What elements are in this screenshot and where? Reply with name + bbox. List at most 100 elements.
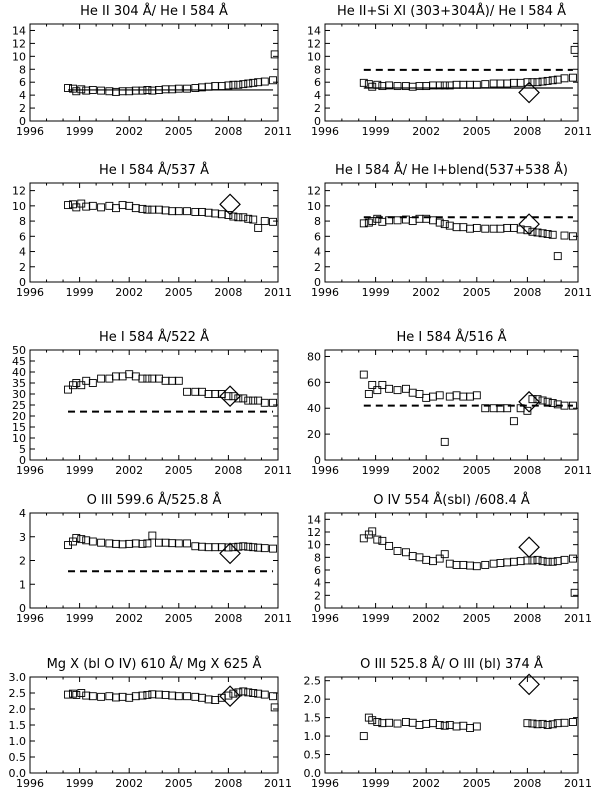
data-point	[393, 216, 402, 225]
y-tick-label: 2.5	[9, 687, 27, 700]
y-tick-label: 0	[19, 602, 26, 615]
data-point	[415, 390, 424, 398]
data-point	[452, 722, 461, 731]
data-point	[269, 217, 277, 226]
x-tick-label: 2002	[115, 286, 143, 299]
data-point	[481, 224, 490, 233]
y-tick-label: 4	[19, 507, 26, 520]
data-point	[229, 392, 238, 401]
diamond-marker	[518, 673, 540, 696]
data-point	[148, 205, 157, 214]
data-point	[138, 691, 147, 700]
y-tick-label: 6	[314, 230, 321, 243]
data-point	[415, 721, 424, 729]
y-tick-label: 3	[19, 531, 26, 544]
data-point	[97, 86, 106, 95]
x-tick-label: 2008	[513, 464, 541, 477]
data-point	[533, 78, 542, 87]
data-point	[378, 380, 387, 389]
data-point	[378, 536, 387, 545]
data-point	[125, 87, 134, 96]
data-point	[143, 86, 152, 94]
data-point	[385, 384, 394, 393]
x-tick-label: 1996	[311, 612, 339, 625]
data-point	[440, 220, 449, 229]
data-point	[174, 692, 183, 701]
x-tick-label: 2011	[564, 777, 592, 790]
data-point	[466, 561, 475, 570]
data-point	[543, 721, 552, 729]
data-point	[183, 539, 192, 548]
panel-title: He I 584 Å/537 Å	[99, 162, 209, 178]
data-point	[364, 390, 373, 398]
data-point	[459, 560, 468, 569]
y-tick-label: 2	[314, 589, 321, 602]
data-point	[72, 533, 81, 542]
data-point	[269, 398, 277, 407]
data-point	[393, 82, 402, 91]
data-point	[138, 539, 147, 548]
data-point	[88, 537, 97, 546]
diamond-marker	[518, 536, 540, 559]
x-tick-label: 1999	[66, 286, 94, 299]
plot-frame	[324, 23, 579, 122]
x-tick-label: 2002	[412, 612, 440, 625]
x-tick-label: 2002	[115, 612, 143, 625]
data-point	[197, 387, 206, 396]
x-tick-label: 2005	[463, 464, 491, 477]
panel-title: He I 584 Å/ He I+blend(537+538 Å)	[335, 162, 568, 178]
data-point	[459, 223, 468, 232]
data-point	[138, 204, 147, 213]
data-point	[88, 692, 97, 701]
y-tick-label: 4	[314, 89, 321, 102]
plot-frame	[29, 182, 279, 283]
x-tick-label: 1996	[16, 777, 44, 790]
data-point	[244, 542, 253, 551]
data-point	[503, 79, 512, 88]
diamond-marker	[219, 685, 241, 708]
y-tick-label: 0	[314, 454, 321, 467]
data-point	[131, 539, 140, 548]
data-point	[234, 213, 243, 222]
diamond-marker	[518, 81, 540, 104]
data-point	[560, 231, 569, 240]
data-point	[174, 84, 183, 93]
data-point	[197, 207, 206, 216]
y-tick-label: 0.5	[304, 749, 322, 762]
y-tick-label: 2	[19, 102, 26, 115]
data-point	[118, 372, 127, 381]
data-point	[378, 217, 387, 226]
y-tick-label: 2.5	[304, 675, 322, 688]
data-point	[217, 210, 226, 219]
data-point	[143, 205, 152, 214]
panel-title: He I 584 Å/522 Å	[99, 329, 209, 345]
data-point	[489, 79, 498, 88]
data-point	[211, 209, 220, 218]
data-point	[503, 558, 512, 567]
y-tick-label: 40	[12, 366, 26, 379]
y-tick-label: 25	[12, 399, 26, 412]
data-point	[516, 557, 525, 566]
data-point	[260, 690, 269, 699]
data-point	[523, 556, 532, 565]
data-point	[161, 376, 170, 385]
data-point	[393, 386, 402, 395]
data-point	[155, 205, 163, 214]
data-point	[466, 224, 475, 233]
data-point	[496, 79, 505, 88]
data-point	[183, 387, 192, 396]
data-point	[496, 559, 505, 567]
data-point	[88, 86, 97, 94]
y-tick-label: 0.5	[9, 751, 27, 764]
data-point	[131, 204, 140, 213]
data-point	[415, 553, 424, 562]
y-tick-label: 1.0	[304, 730, 322, 743]
y-tick-label: 5	[19, 443, 26, 456]
data-point	[402, 718, 410, 726]
x-tick-label: 2002	[115, 125, 143, 138]
data-point	[88, 379, 97, 387]
data-point	[174, 376, 183, 385]
data-point	[385, 541, 394, 550]
panel-title: O III 525.8 Å/ O III (bl) 374 Å	[360, 656, 543, 672]
y-tick-label: 6	[19, 76, 26, 89]
